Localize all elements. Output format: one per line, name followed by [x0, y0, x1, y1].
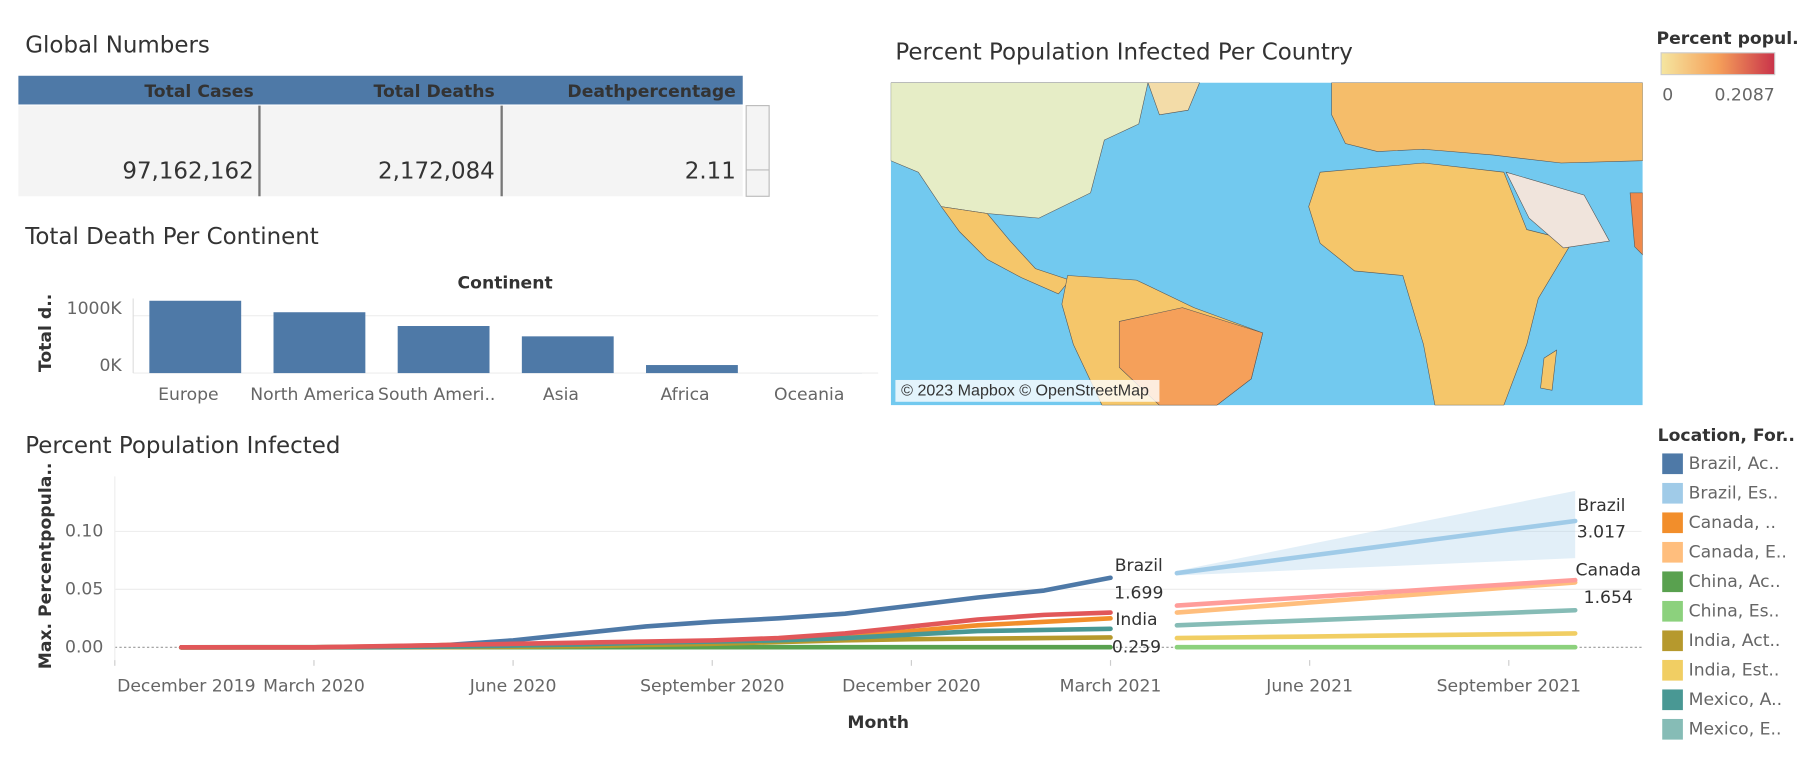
legend-swatch [1662, 718, 1683, 740]
x-tick-label: March 2021 [1060, 676, 1162, 696]
legend-min: 0 [1662, 85, 1673, 105]
line [1174, 580, 1578, 615]
legend-swatch [1662, 512, 1683, 534]
legend-max: 0.2087 [1715, 85, 1775, 105]
annotation: Brazil [1115, 556, 1163, 576]
x-tick-label: North America [250, 385, 375, 405]
land [1308, 162, 1574, 406]
x-tick-label: December 2019 [117, 676, 255, 696]
x-tick-label: South Ameri.. [378, 385, 495, 405]
bar [397, 326, 490, 374]
annotation: 3.017 [1577, 523, 1626, 543]
legend-label: India, Est.. [1689, 660, 1780, 680]
legend-swatch [1662, 630, 1683, 652]
y-tick-label: 0.10 [65, 521, 103, 541]
x-tick-label: December 2020 [842, 676, 980, 696]
legend-label: Mexico, A.. [1689, 690, 1782, 710]
scrollbar[interactable] [745, 105, 770, 197]
column-header: Total Deaths [374, 82, 495, 102]
legend-label: Brazil, Ac.. [1689, 454, 1780, 474]
table-cell: 97,162,162 [122, 159, 253, 185]
attribution-box [895, 379, 1160, 402]
legend-label: China, Es.. [1689, 601, 1780, 621]
bar [149, 300, 242, 374]
x-tick-label: September 2021 [1437, 676, 1581, 696]
y-axis-title: Total d.. [36, 294, 56, 372]
column-header: Total Cases [144, 82, 253, 102]
table-title: Global Numbers [25, 32, 210, 58]
legend-swatch [1662, 571, 1683, 593]
line [1174, 518, 1578, 576]
x-axis-title: Month [847, 713, 909, 733]
x-tick-label: Europe [158, 385, 219, 405]
map-title: Percent Population Infected Per Country [895, 39, 1352, 65]
line [1174, 577, 1578, 608]
x-tick-label: March 2020 [263, 676, 365, 696]
x-tick-label: June 2021 [1265, 676, 1353, 696]
legend-swatch [1662, 541, 1683, 563]
legend-label: Canada, E.. [1689, 542, 1787, 562]
legend-swatch [1662, 689, 1683, 711]
annotation: 0.259 [1112, 637, 1161, 657]
legend-title: Percent popul.. [1656, 29, 1800, 49]
bar [646, 365, 738, 374]
x-tick-label: September 2020 [640, 676, 784, 696]
legend-label: China, Ac.. [1689, 572, 1781, 592]
table-cell: 2.11 [685, 159, 736, 185]
land [890, 82, 1149, 219]
land [1505, 171, 1610, 249]
table-cell: 2,172,084 [378, 159, 495, 185]
y-tick-label: 0.00 [65, 637, 103, 657]
annotation: India [1115, 610, 1157, 630]
bar [273, 312, 366, 374]
legend-swatch [1662, 453, 1683, 475]
line [1174, 607, 1578, 628]
x-axis-title: Continent [458, 274, 553, 294]
legend-label: Mexico, E.. [1689, 719, 1782, 739]
land [1147, 82, 1200, 116]
chart-title: Percent Population Infected [25, 433, 340, 459]
line [1174, 631, 1578, 641]
table-header [18, 75, 743, 105]
confidence-band [1176, 490, 1576, 576]
legend-title: Location, For.. [1658, 426, 1795, 446]
table-body [18, 105, 743, 197]
line [178, 610, 1113, 650]
legend-label: Canada, .. [1689, 513, 1776, 533]
y-tick-label: 0K [99, 356, 122, 376]
legend-swatch [1662, 482, 1683, 504]
legend-swatch [1662, 600, 1683, 622]
legend-label: India, Act.. [1689, 631, 1781, 651]
map[interactable] [890, 82, 1643, 406]
x-tick-label: Oceania [774, 385, 844, 405]
column-header: Deathpercentage [567, 82, 735, 102]
y-tick-label: 0.05 [65, 579, 103, 599]
attribution: © 2023 Mapbox © OpenStreetMap [901, 382, 1149, 400]
land [1629, 192, 1643, 256]
y-tick-label: 1000K [67, 299, 123, 319]
x-tick-label: Africa [661, 385, 710, 405]
land [940, 206, 1071, 295]
bar [521, 336, 614, 374]
x-tick-label: Asia [543, 385, 579, 405]
land [1540, 349, 1557, 391]
annotation: 1.699 [1114, 583, 1163, 603]
color-legend [1660, 52, 1776, 76]
annotation: 1.654 [1584, 588, 1633, 608]
annotation: Canada [1576, 561, 1641, 581]
legend-label: Brazil, Es.. [1689, 483, 1779, 503]
y-axis-title: Max. Percentpopula.. [36, 463, 56, 670]
legend-swatch [1662, 659, 1683, 681]
land [1331, 82, 1643, 164]
x-tick-label: June 2020 [469, 676, 557, 696]
chart-title: Total Death Per Continent [24, 224, 319, 250]
annotation: Brazil [1577, 496, 1625, 516]
